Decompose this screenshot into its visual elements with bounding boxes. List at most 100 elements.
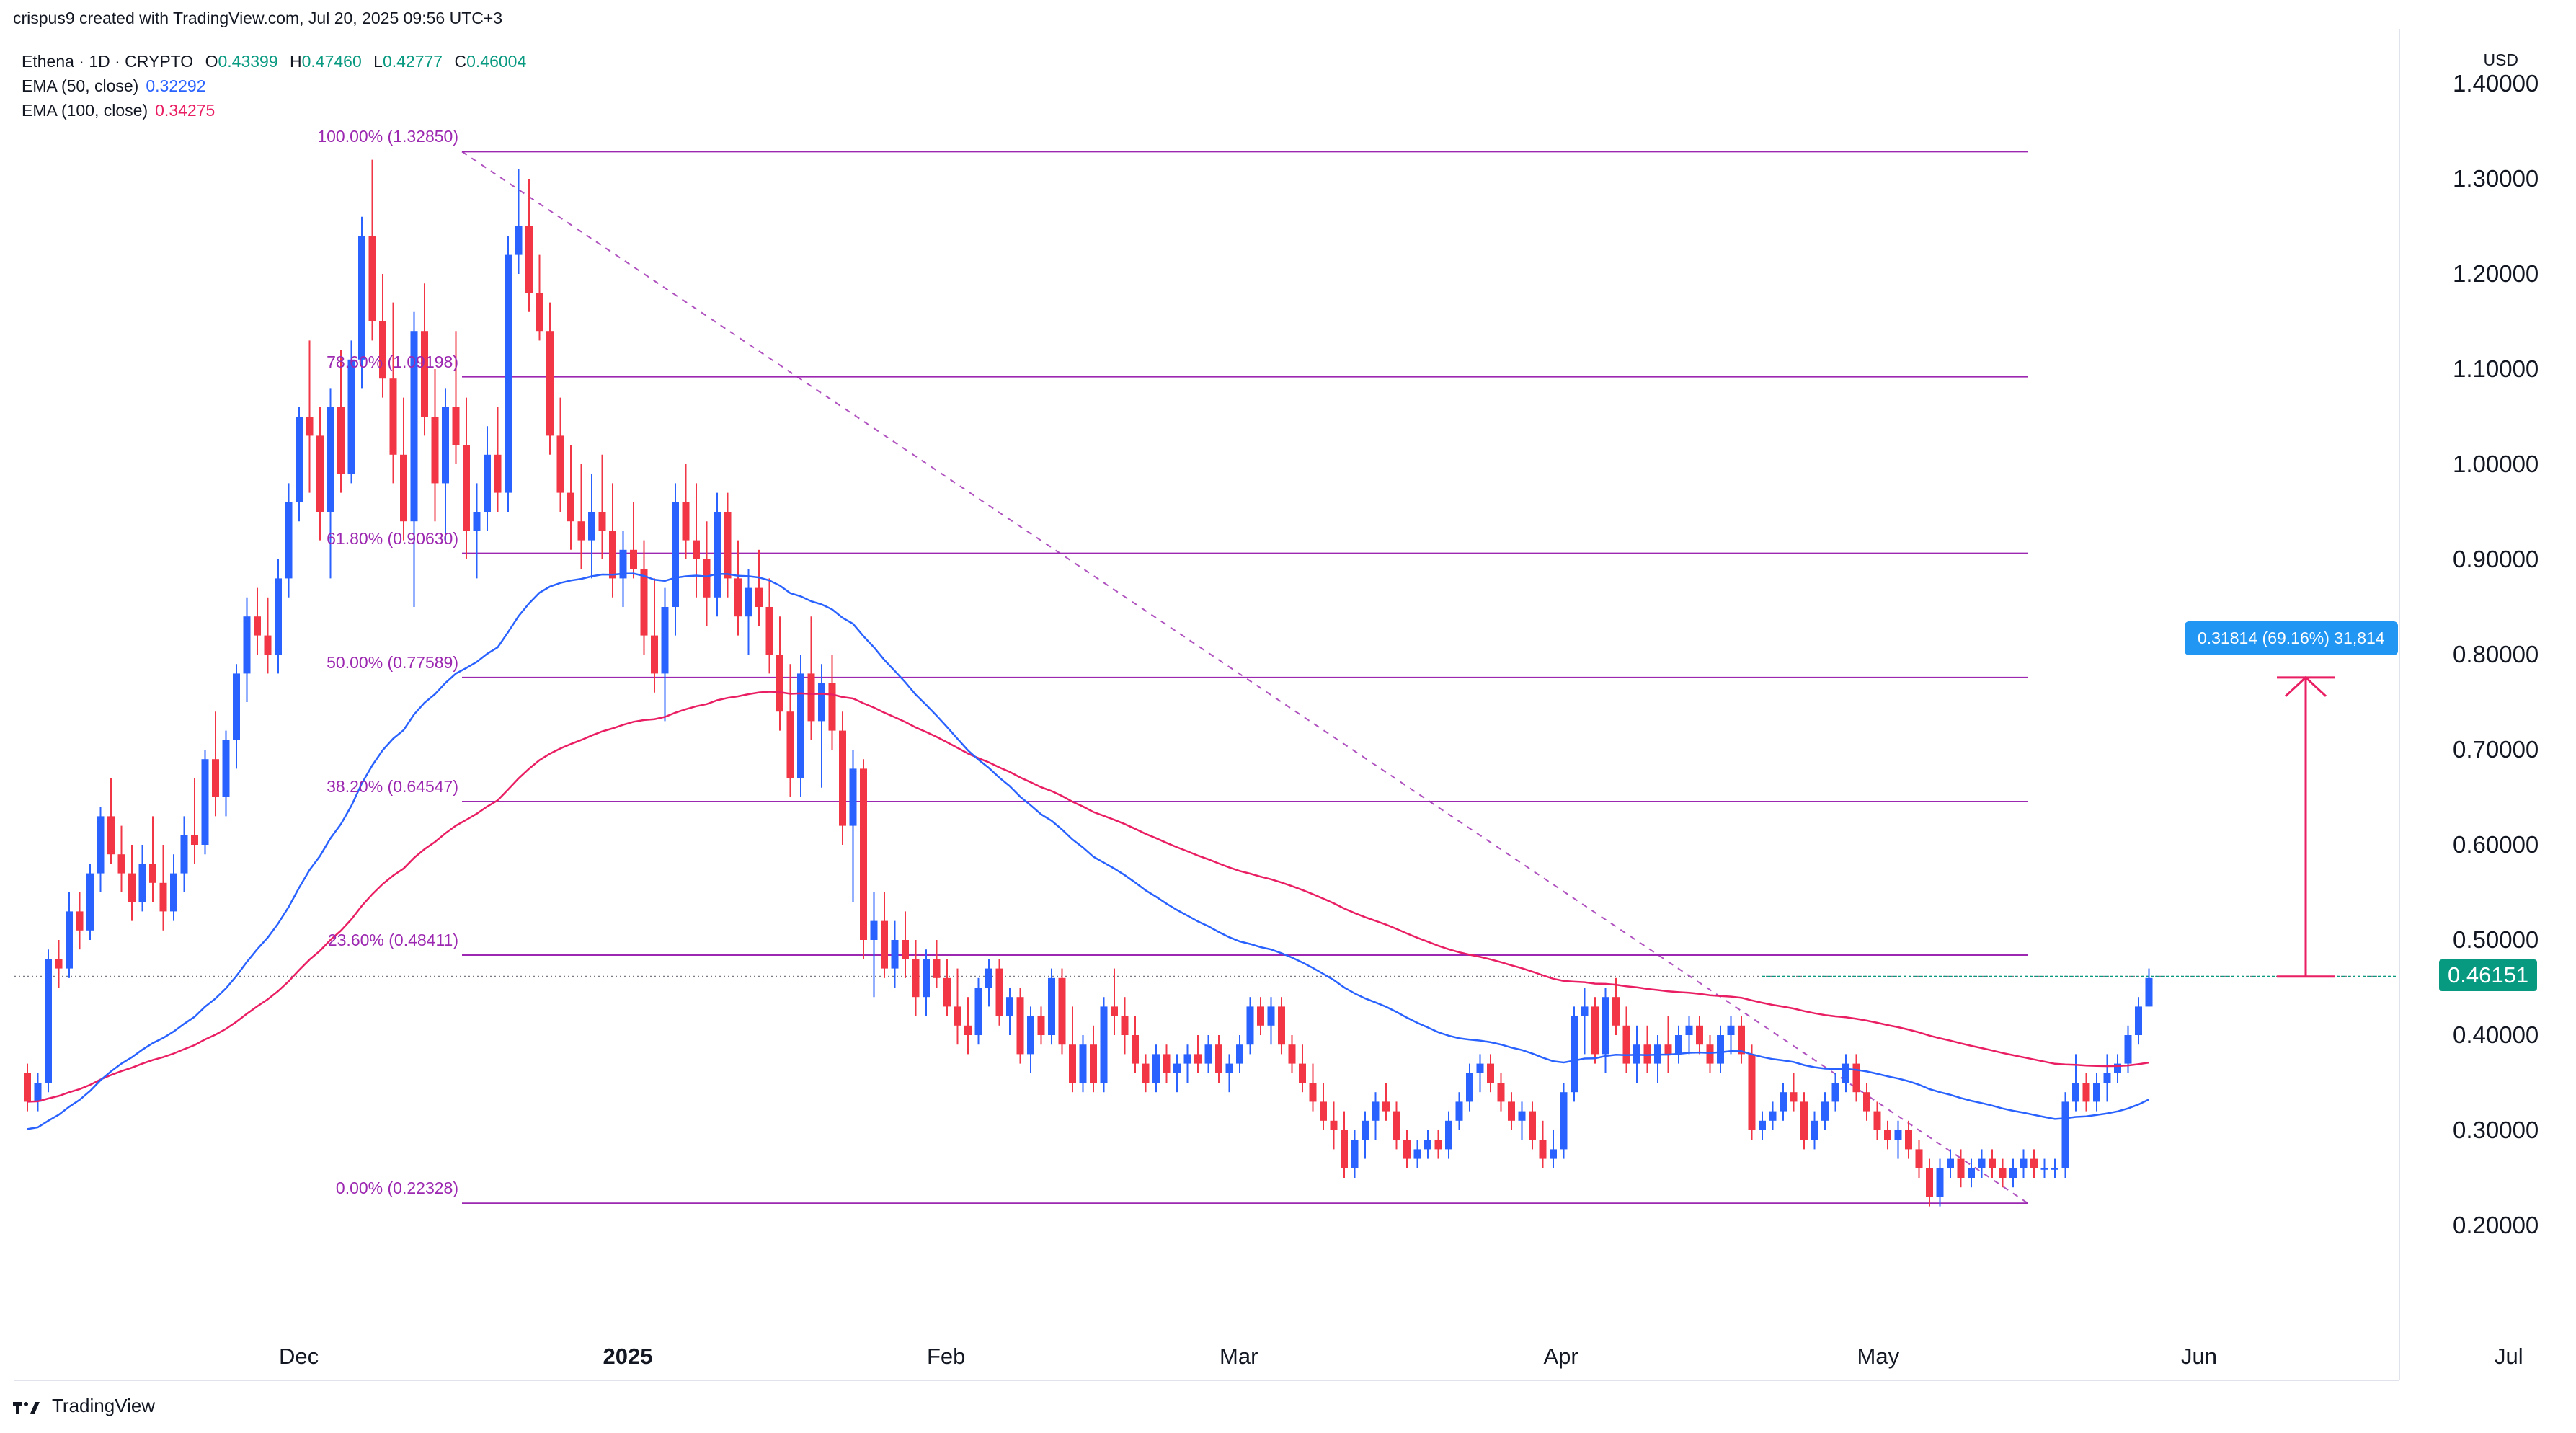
close-label: C	[454, 52, 467, 71]
open-label: O	[205, 52, 218, 71]
candle-body	[828, 683, 836, 731]
candle-body	[1236, 1044, 1243, 1064]
candle-body	[598, 512, 606, 531]
time-axis-tick-label: Dec	[279, 1344, 319, 1369]
candle-body	[442, 407, 449, 484]
ema100-value: 0.34275	[155, 101, 216, 120]
candle-body	[1706, 1044, 1714, 1064]
candle-body	[619, 549, 627, 579]
candle-body	[693, 540, 700, 559]
high-value: 0.47460	[301, 52, 362, 71]
candle-body	[1215, 1044, 1222, 1073]
candle-body	[243, 616, 251, 674]
candle-body	[285, 502, 293, 579]
candle-body	[1278, 1006, 1285, 1045]
candle-body	[1978, 1158, 1986, 1168]
tradingview-brand[interactable]: TradingView	[13, 1395, 155, 1417]
candle-body	[2061, 1101, 2069, 1168]
candle-body	[1999, 1168, 2007, 1178]
price-axis-tick-label: 1.40000	[2453, 70, 2539, 97]
ema100-legend[interactable]: EMA (100, close) 0.34275	[22, 101, 215, 120]
candle-body	[1455, 1101, 1463, 1121]
candle-body	[1550, 1149, 1557, 1159]
candle-body	[556, 435, 564, 493]
candle-body	[400, 454, 407, 522]
ema50-label: EMA (50, close)	[22, 76, 139, 95]
candle-body	[128, 873, 136, 902]
candle-body	[1487, 1063, 1494, 1083]
candle-body	[431, 417, 439, 484]
candle-body	[891, 940, 899, 969]
candle-body	[1048, 977, 1055, 1035]
candle-body	[222, 740, 230, 797]
candle-body	[1748, 1054, 1756, 1130]
candle-body	[1675, 1035, 1682, 1055]
candle-body	[2124, 1035, 2132, 1064]
candle-body	[86, 873, 94, 931]
high-label: H	[290, 52, 302, 71]
close-value: 0.46004	[466, 52, 527, 71]
candle-body	[682, 502, 690, 541]
candle-body	[1111, 1006, 1118, 1016]
fib-level-label: 23.60% (0.48411)	[327, 930, 458, 949]
price-axis-currency[interactable]: USD	[2483, 50, 2518, 69]
candle-body	[180, 835, 188, 874]
candle-body	[672, 502, 679, 607]
candle-body	[1037, 1016, 1045, 1035]
candle-body	[734, 578, 742, 617]
candle-body	[765, 607, 773, 655]
ema100-label: EMA (100, close)	[22, 101, 148, 120]
candle-body	[536, 293, 543, 332]
candle-body	[410, 331, 418, 522]
candle-body	[1873, 1111, 1881, 1130]
candle-body	[149, 864, 156, 883]
candle-body	[1560, 1092, 1568, 1150]
candle-body	[1894, 1130, 1902, 1140]
candle-body	[870, 920, 878, 940]
candle-body	[1539, 1140, 1547, 1159]
time-axis-tick-label: Jul	[2495, 1344, 2523, 1369]
candle-body	[1152, 1054, 1160, 1083]
candle-body	[1393, 1111, 1400, 1140]
candle-body	[1685, 1025, 1693, 1035]
candle-body	[296, 417, 303, 502]
measure-result-label: 0.31814 (69.16%) 31,814	[2185, 621, 2398, 655]
candle-body	[97, 816, 105, 874]
fib-level-label: 78.60% (1.09198)	[327, 352, 458, 371]
candle-body	[275, 578, 282, 655]
candle-body	[1476, 1063, 1484, 1073]
candle-body	[34, 1083, 42, 1102]
price-axis-tick-label: 0.80000	[2453, 641, 2539, 667]
ema50-line	[27, 572, 2150, 1130]
candle-body	[1612, 997, 1620, 1026]
candle-body	[1602, 997, 1609, 1055]
candle-body	[1842, 1063, 1849, 1083]
candle-body	[1382, 1101, 1390, 1112]
candle-body	[661, 607, 669, 674]
candle-body	[1947, 1158, 1954, 1168]
candle-body	[1100, 1006, 1108, 1083]
ema50-legend[interactable]: EMA (50, close) 0.32292	[22, 76, 205, 96]
candle-body	[212, 759, 219, 797]
chart-credit: crispus9 created with TradingView.com, J…	[13, 9, 503, 27]
candle-body	[1341, 1130, 1348, 1168]
candle-body	[358, 236, 365, 360]
time-axis-tick-label: Jun	[2181, 1344, 2217, 1369]
fib-trend-line	[461, 151, 2029, 1204]
price-axis-tick-label: 0.40000	[2453, 1021, 2539, 1048]
candle-body	[254, 616, 261, 636]
candle-body	[839, 730, 846, 826]
candle-body	[1163, 1054, 1171, 1073]
candle-body	[1058, 977, 1066, 1045]
candle-body	[368, 236, 376, 321]
candle-body	[2040, 1168, 2048, 1170]
candle-body	[546, 331, 554, 436]
candle-body	[1121, 1016, 1129, 1035]
price-axis-tick-label: 1.20000	[2453, 260, 2539, 287]
candle-body	[2082, 1083, 2090, 1102]
candle-body	[1508, 1101, 1515, 1121]
candle-body	[1320, 1101, 1327, 1121]
candle-body	[985, 968, 992, 988]
fib-level-label: 0.00% (0.22328)	[335, 1179, 458, 1198]
